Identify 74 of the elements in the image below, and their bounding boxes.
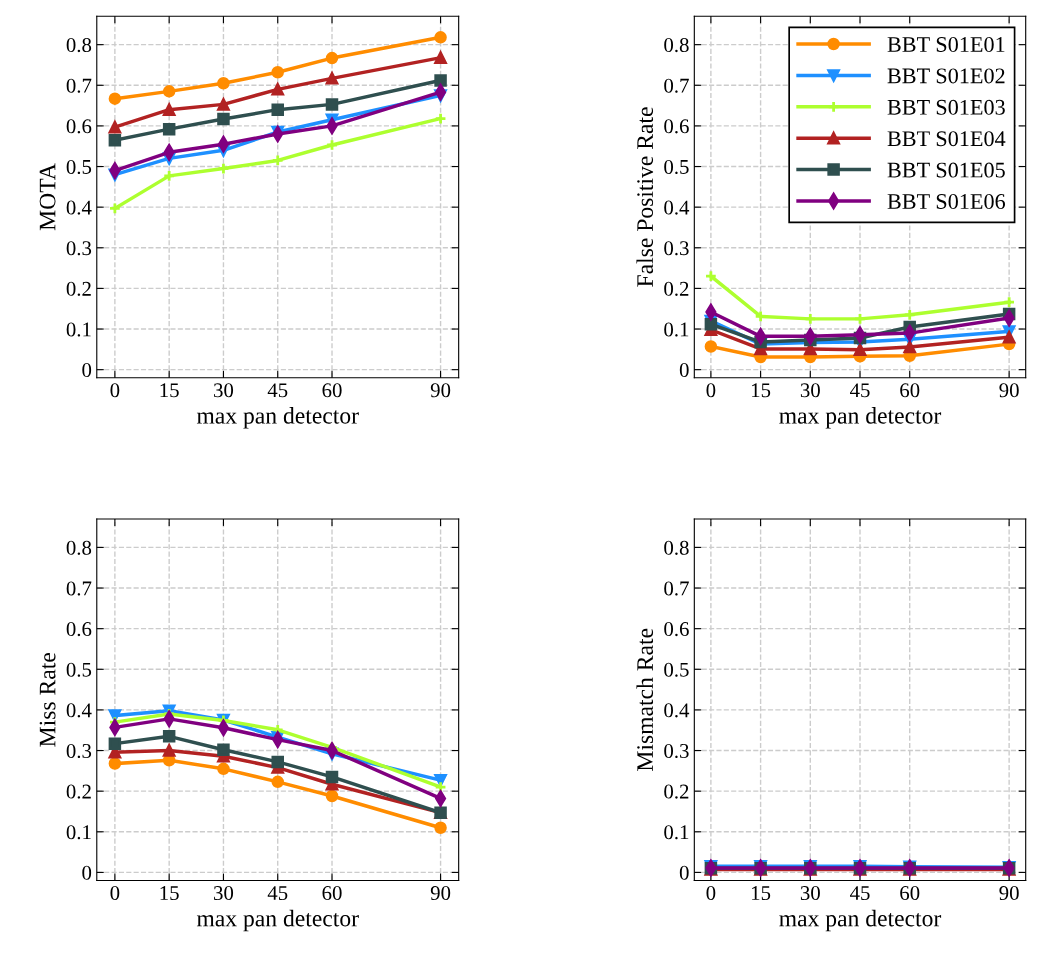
x-axis-title: max pan detector	[196, 407, 359, 429]
x-tick-label: 0	[706, 383, 716, 398]
y-axis-title: Mismatch Rate	[636, 628, 654, 771]
y-tick-label: 0	[679, 865, 689, 880]
y-tick-label: 0.6	[664, 119, 689, 134]
y-tick-label: 0.2	[66, 784, 91, 799]
legend-label: BBT S01E03	[887, 99, 1005, 115]
y-tick-label: 0	[82, 865, 92, 880]
x-tick-label: 90	[430, 383, 451, 398]
y-tick-label: 0.1	[66, 825, 91, 840]
y-tick-label: 0.4	[66, 703, 92, 718]
y-tick-label: 0.3	[66, 241, 92, 256]
y-tick-label: 0.8	[66, 38, 92, 53]
x-tick-label: 15	[752, 886, 771, 901]
x-tick-label: 0	[110, 383, 120, 398]
y-tick-label: 0.1	[664, 322, 689, 337]
y-tick-label: 0.5	[66, 662, 92, 677]
x-tick-label: 30	[800, 886, 820, 901]
y-tick-label: 0.3	[664, 241, 689, 256]
x-tick-label: 60	[900, 886, 920, 901]
legend-label: BBT S01E04	[887, 131, 1006, 147]
y-tick-label: 0.1	[66, 322, 91, 337]
y-tick-label: 0.6	[66, 622, 92, 637]
x-tick-label: 45	[850, 886, 870, 901]
y-tick-label: 0.7	[664, 581, 689, 596]
y-tick-label: 0.5	[664, 662, 689, 677]
y-axis-title: False Positive Rate	[636, 107, 654, 287]
y-tick-label: 0.5	[664, 159, 689, 175]
y-tick-label: 0.3	[66, 743, 92, 759]
x-tick-label: 45	[267, 383, 288, 398]
y-tick-label: 0.7	[66, 78, 92, 93]
legend-label: BBT S01E01	[887, 37, 1005, 52]
y-tick-label: 0.2	[664, 784, 689, 799]
y-tick-label: 0	[82, 363, 92, 378]
y-tick-label: 0.3	[664, 743, 689, 759]
x-tick-label: 60	[322, 886, 342, 901]
x-axis-title: max pan detector	[196, 909, 359, 932]
x-axis-title: max pan detector	[779, 407, 942, 429]
y-tick-label: 0.1	[664, 825, 689, 840]
x-tick-label: 15	[160, 886, 179, 901]
y-tick-label: 0.8	[66, 540, 92, 555]
y-tick-label: 0.8	[664, 38, 689, 53]
y-tick-label: 0.4	[664, 200, 690, 215]
x-tick-label: 45	[850, 383, 870, 398]
y-tick-label: 0.6	[664, 622, 689, 637]
x-axis-title: max pan detector	[779, 909, 942, 932]
legend-label: BBT S01E02	[887, 68, 1005, 84]
x-tick-label: 15	[752, 383, 771, 398]
legend-label: BBT S01E06	[887, 193, 1006, 209]
x-tick-label: 0	[706, 886, 716, 901]
y-axis-title: Miss Rate	[39, 653, 56, 747]
x-tick-label: 0	[110, 886, 120, 901]
y-tick-label: 0.8	[664, 540, 689, 555]
x-tick-label: 90	[430, 886, 451, 901]
y-tick-label: 0.5	[66, 159, 92, 175]
legend-label: BBT S01E05	[887, 162, 1005, 178]
y-tick-label: 0.7	[66, 581, 92, 596]
y-tick-label: 0.7	[664, 78, 689, 93]
x-tick-label: 45	[267, 886, 288, 901]
y-tick-label: 0	[679, 363, 689, 378]
x-tick-label: 30	[214, 383, 234, 398]
x-tick-label: 30	[214, 886, 234, 901]
y-tick-label: 0.6	[66, 119, 92, 134]
y-tick-label: 0.4	[66, 200, 92, 215]
y-tick-label: 0.4	[664, 703, 690, 718]
y-tick-label: 0.2	[66, 281, 91, 296]
y-axis-title: MOTA	[39, 163, 56, 231]
x-tick-label: 60	[900, 383, 920, 398]
x-tick-label: 90	[999, 383, 1019, 398]
x-tick-label: 90	[999, 886, 1019, 901]
y-tick-label: 0.2	[664, 281, 689, 296]
x-tick-label: 30	[800, 383, 820, 398]
x-tick-label: 60	[322, 383, 342, 398]
x-tick-label: 15	[160, 383, 179, 398]
